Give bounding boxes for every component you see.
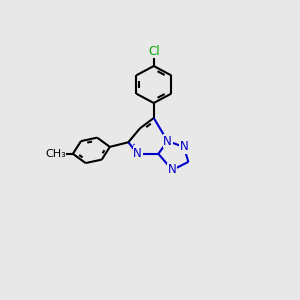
Text: Cl: Cl <box>148 44 160 58</box>
Text: N: N <box>168 164 177 176</box>
Text: N: N <box>179 140 188 153</box>
Text: CH₃: CH₃ <box>45 149 66 159</box>
Text: N: N <box>133 147 142 160</box>
Text: N: N <box>163 135 172 148</box>
